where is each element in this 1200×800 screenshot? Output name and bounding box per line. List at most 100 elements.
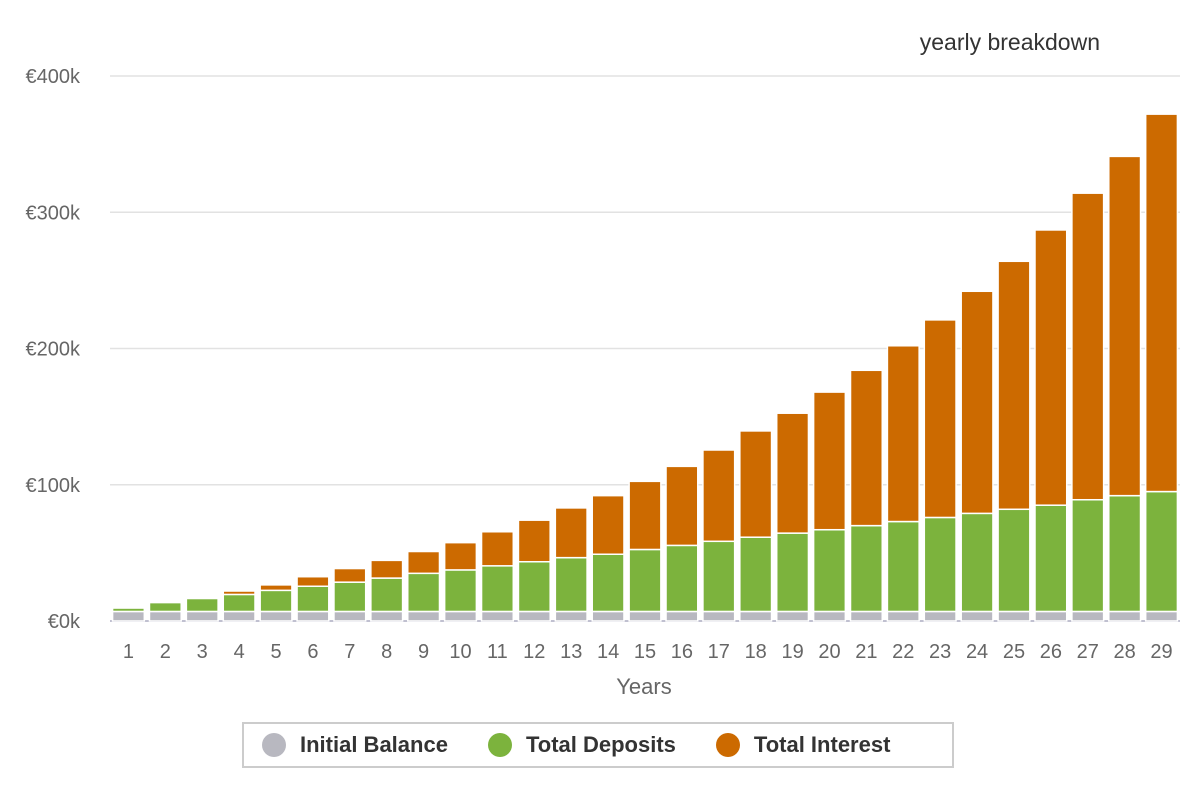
bar-initial-balance[interactable] — [554, 610, 588, 622]
bar-total-interest[interactable] — [480, 531, 515, 567]
x-tick-label: 26 — [1040, 641, 1062, 663]
bar-total-deposits[interactable] — [960, 512, 994, 613]
bar-total-deposits[interactable] — [739, 536, 773, 613]
x-tick-label: 4 — [234, 641, 245, 663]
bar-initial-balance[interactable] — [886, 610, 920, 622]
bar-total-interest[interactable] — [517, 519, 551, 563]
bar-total-deposits[interactable] — [775, 532, 810, 613]
bar-total-deposits[interactable] — [148, 601, 182, 613]
bar-total-deposits[interactable] — [480, 565, 515, 613]
bar-total-interest[interactable] — [812, 391, 847, 531]
bar-initial-balance[interactable] — [443, 610, 478, 622]
bar-initial-balance[interactable] — [702, 610, 736, 622]
bar-initial-balance[interactable] — [775, 610, 810, 622]
bar-initial-balance[interactable] — [333, 610, 367, 622]
bar-initial-balance[interactable] — [591, 610, 625, 622]
bar-total-interest[interactable] — [1034, 229, 1068, 506]
bar-initial-balance[interactable] — [407, 610, 441, 622]
bar-total-deposits[interactable] — [1144, 490, 1179, 613]
bar-total-deposits[interactable] — [185, 597, 219, 613]
bar-total-interest[interactable] — [333, 567, 367, 583]
x-tick-label: 17 — [708, 641, 730, 663]
bar-total-interest[interactable] — [997, 260, 1031, 511]
bar-total-interest[interactable] — [702, 449, 736, 543]
bar-total-deposits[interactable] — [111, 607, 146, 613]
bar-initial-balance[interactable] — [812, 610, 847, 622]
bar-initial-balance[interactable] — [997, 610, 1031, 622]
bar-initial-balance[interactable] — [1071, 610, 1105, 622]
bar-total-interest[interactable] — [1071, 192, 1105, 501]
bar-total-deposits[interactable] — [1071, 498, 1105, 613]
bar-initial-balance[interactable] — [222, 610, 256, 622]
bar-initial-balance[interactable] — [1144, 610, 1179, 622]
bar-total-deposits[interactable] — [997, 508, 1031, 613]
bar-initial-balance[interactable] — [259, 610, 293, 622]
x-tick-label: 10 — [449, 641, 471, 663]
bar-initial-balance[interactable] — [1108, 610, 1142, 622]
bar-initial-balance[interactable] — [923, 610, 957, 622]
bar-total-interest[interactable] — [1108, 155, 1142, 497]
bar-initial-balance[interactable] — [111, 610, 146, 622]
bar-initial-balance[interactable] — [1034, 610, 1068, 622]
bar-total-deposits[interactable] — [407, 572, 441, 613]
bar-total-deposits[interactable] — [702, 540, 736, 613]
bar-total-interest[interactable] — [665, 465, 699, 547]
bar-total-deposits[interactable] — [554, 556, 588, 613]
y-tick-label: €300k — [26, 202, 81, 224]
bar-total-deposits[interactable] — [665, 544, 699, 613]
bar-total-deposits[interactable] — [333, 581, 367, 613]
x-tick-label: 28 — [1114, 641, 1136, 663]
bar-total-deposits[interactable] — [222, 593, 256, 613]
legend-item-total-interest[interactable]: Total Interest — [715, 732, 890, 758]
bar-initial-balance[interactable] — [480, 610, 515, 622]
bar-total-interest[interactable] — [849, 369, 883, 527]
bar-total-interest[interactable] — [407, 550, 441, 575]
bar-total-deposits[interactable] — [443, 569, 478, 613]
bar-total-deposits[interactable] — [849, 524, 883, 613]
bar-total-interest[interactable] — [554, 507, 588, 559]
bar-total-deposits[interactable] — [1034, 504, 1068, 613]
bar-total-interest[interactable] — [628, 480, 662, 551]
bar-total-interest[interactable] — [296, 575, 330, 588]
bar-total-deposits[interactable] — [923, 516, 957, 613]
bar-initial-balance[interactable] — [665, 610, 699, 622]
bar-total-deposits[interactable] — [812, 528, 847, 613]
bar-initial-balance[interactable] — [185, 610, 219, 622]
x-tick-label: 19 — [781, 641, 803, 663]
x-tick-label: 7 — [344, 641, 355, 663]
y-tick-label: €400k — [26, 66, 81, 88]
bar-total-interest[interactable] — [960, 290, 994, 515]
bar-total-interest[interactable] — [886, 345, 920, 523]
bar-initial-balance[interactable] — [960, 610, 994, 622]
bar-initial-balance[interactable] — [517, 610, 551, 622]
bar-total-deposits[interactable] — [886, 520, 920, 613]
bar-total-deposits[interactable] — [370, 577, 404, 613]
bar-total-interest[interactable] — [775, 412, 810, 534]
bar-total-deposits[interactable] — [517, 560, 551, 613]
bar-total-interest[interactable] — [739, 430, 773, 538]
bar-total-interest[interactable] — [222, 590, 256, 596]
bar-total-deposits[interactable] — [296, 585, 330, 613]
x-tick-label: 25 — [1003, 641, 1025, 663]
bar-initial-balance[interactable] — [370, 610, 404, 622]
bar-initial-balance[interactable] — [148, 610, 182, 622]
x-axis-label: Years — [616, 674, 671, 699]
bar-total-interest[interactable] — [259, 584, 293, 592]
x-tick-label: 22 — [892, 641, 914, 663]
bar-total-deposits[interactable] — [591, 553, 625, 613]
bar-total-deposits[interactable] — [628, 548, 662, 613]
bar-total-interest[interactable] — [923, 319, 957, 519]
legend-item-total-deposits[interactable]: Total Deposits — [487, 732, 676, 758]
bar-total-interest[interactable] — [443, 541, 478, 571]
legend-item-initial-balance[interactable]: Initial Balance — [262, 732, 448, 758]
bar-total-deposits[interactable] — [1108, 494, 1142, 613]
bar-total-interest[interactable] — [591, 494, 625, 555]
bar-total-interest[interactable] — [1144, 113, 1179, 493]
bar-initial-balance[interactable] — [739, 610, 773, 622]
bar-total-deposits[interactable] — [259, 589, 293, 613]
bar-initial-balance[interactable] — [628, 610, 662, 622]
bar-total-interest[interactable] — [370, 559, 404, 579]
bar-initial-balance[interactable] — [296, 610, 330, 622]
bar-initial-balance[interactable] — [849, 610, 883, 622]
